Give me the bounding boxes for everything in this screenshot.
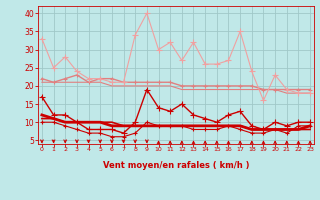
X-axis label: Vent moyen/en rafales ( km/h ): Vent moyen/en rafales ( km/h ) — [103, 161, 249, 170]
